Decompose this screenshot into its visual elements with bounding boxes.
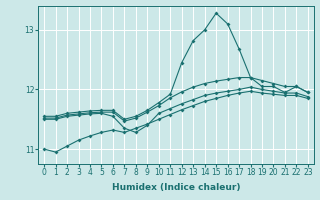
X-axis label: Humidex (Indice chaleur): Humidex (Indice chaleur) <box>112 183 240 192</box>
